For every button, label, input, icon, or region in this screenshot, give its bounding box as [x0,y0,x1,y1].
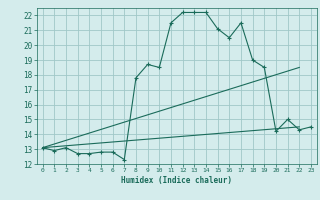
X-axis label: Humidex (Indice chaleur): Humidex (Indice chaleur) [121,176,232,185]
